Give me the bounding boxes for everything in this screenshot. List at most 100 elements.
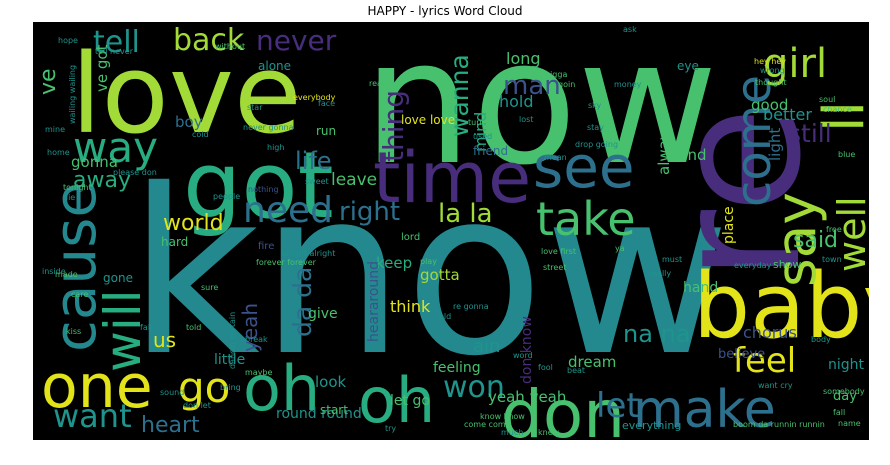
word-re: re xyxy=(637,106,840,282)
word-don-know: don know xyxy=(519,316,535,384)
word-tell-never: tell never xyxy=(95,47,134,56)
word-fool: fool xyxy=(538,363,553,372)
word-oh: oh xyxy=(358,364,435,437)
word-well: well xyxy=(830,196,869,272)
word-home: home xyxy=(47,148,70,157)
word-name: name xyxy=(838,419,861,428)
word-wailing-wailing: wailing wailing xyxy=(68,65,77,124)
word-make: make xyxy=(633,380,776,440)
word-tell: tell xyxy=(93,25,140,60)
word-mind: mind xyxy=(471,112,490,152)
word-know-know: know know xyxy=(480,412,525,421)
word-gonna: gonna xyxy=(71,153,118,171)
word-ya: ya xyxy=(615,244,625,253)
word-look: look xyxy=(315,373,347,391)
word-baby: baby xyxy=(693,254,869,359)
word-world: world xyxy=(163,211,224,236)
word-sweet: sweet xyxy=(305,177,329,186)
word-good: good xyxy=(751,96,788,114)
word-much: much xyxy=(501,428,523,437)
word-cold: cold xyxy=(192,130,209,139)
word-little: little xyxy=(214,352,245,368)
word-star: star xyxy=(247,103,263,112)
word-town: town xyxy=(822,255,842,264)
word-hold: hold xyxy=(499,92,534,111)
word-die: die xyxy=(63,193,75,202)
word-everybody: everybody xyxy=(293,93,336,102)
word-leave: leave xyxy=(331,170,377,190)
word-want-cry: want cry xyxy=(758,381,793,390)
word-run: run xyxy=(316,124,336,138)
word-knew: knew xyxy=(538,428,560,437)
word-somebody: somebody xyxy=(823,387,865,396)
word-cause: cause xyxy=(41,182,109,352)
word-ain: ain xyxy=(473,336,500,357)
word-keep: keep xyxy=(376,254,412,272)
word-hope: hope xyxy=(58,36,78,45)
word-always: always xyxy=(655,123,673,175)
word-thought: thought xyxy=(755,78,786,87)
word-turn: turn xyxy=(468,118,484,127)
word-find: find xyxy=(678,146,706,164)
word-body: body xyxy=(811,335,831,344)
word-lord: lord xyxy=(401,232,420,243)
word-said: said xyxy=(793,228,838,253)
word-boy: boy xyxy=(175,113,203,131)
word-face: face xyxy=(318,99,335,108)
word-re-gonna: re gonna xyxy=(453,302,489,311)
word-everything: everything xyxy=(622,419,681,432)
word-yeah: yeah xyxy=(238,303,262,352)
word-will: will xyxy=(94,289,152,372)
word-take: take xyxy=(536,192,636,246)
word-say: say xyxy=(764,192,828,287)
word-don-let: don let xyxy=(183,401,211,410)
word-everyday: everyday xyxy=(734,261,772,270)
word-goin: goin xyxy=(558,80,575,89)
word-people: people xyxy=(213,192,240,201)
word-free: free xyxy=(826,225,842,234)
word-la-la: la la xyxy=(438,199,493,229)
word-chance: chance xyxy=(823,105,852,114)
word-play: play xyxy=(420,257,437,266)
word-stay: stay xyxy=(587,123,604,132)
word-gotta: gotta xyxy=(420,266,460,284)
word-alright-alright: alright alright xyxy=(281,249,335,258)
word-hand: hand xyxy=(683,280,718,296)
word-hey-hey: hey hey xyxy=(754,57,786,66)
word-hard: hard xyxy=(161,235,188,249)
word-right: right xyxy=(339,197,400,227)
word-friend: friend xyxy=(473,144,508,158)
word-show: show xyxy=(773,258,801,271)
word-dream: dream xyxy=(568,353,616,371)
word-street: street xyxy=(543,263,566,272)
word-told: told xyxy=(186,323,201,332)
word-let-go: let go xyxy=(390,393,430,409)
word-come: come xyxy=(726,75,782,207)
word-see: see xyxy=(533,133,635,201)
word-fire: fire xyxy=(258,241,274,252)
word-still: still xyxy=(788,119,832,148)
word-break: break xyxy=(245,335,268,344)
word-know: know xyxy=(128,140,731,406)
word-man: man xyxy=(503,71,561,101)
word-lost: lost xyxy=(519,115,533,124)
word-fall: fall xyxy=(140,323,152,332)
word-oh: oh xyxy=(243,352,320,425)
word-na-na: na na xyxy=(623,320,690,348)
word-one: one xyxy=(41,352,153,422)
word-sky: sky xyxy=(588,101,602,110)
word-inside: inside xyxy=(42,267,66,276)
word-girl: girl xyxy=(763,41,827,87)
word-believe: believe xyxy=(718,347,765,362)
word-ve: ve xyxy=(36,68,61,95)
word-let: let xyxy=(596,386,640,426)
word-high: high xyxy=(267,143,284,152)
word-ask: ask xyxy=(623,25,637,34)
word-never-gonna: never gonna xyxy=(243,123,294,132)
word-love-first: love first xyxy=(541,247,576,256)
word-bring: bring xyxy=(220,383,241,392)
word-drop-going: drop going xyxy=(575,140,618,149)
word-way: way xyxy=(73,123,158,172)
word-soul: soul xyxy=(819,95,835,104)
